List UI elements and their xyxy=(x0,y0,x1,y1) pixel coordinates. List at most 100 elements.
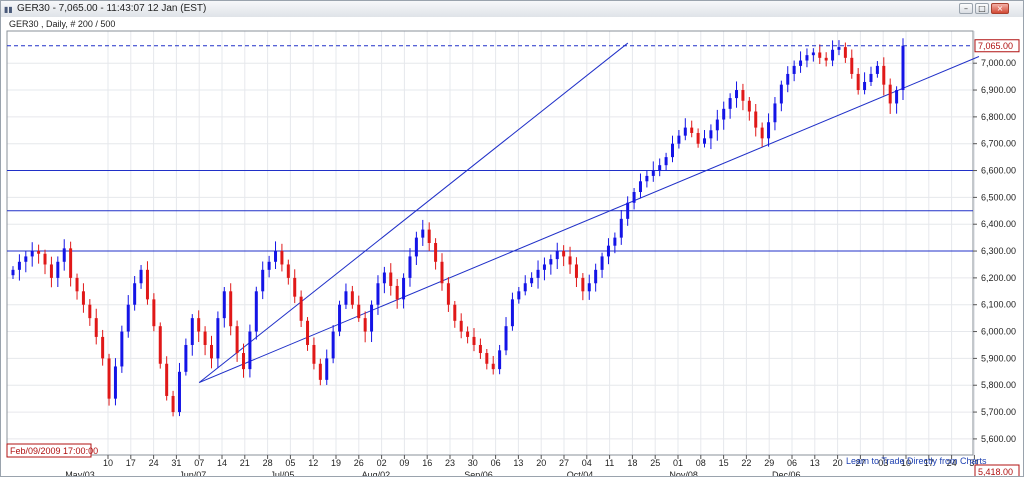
candle-body xyxy=(11,269,15,276)
candle-body xyxy=(344,291,348,305)
candle-body xyxy=(690,127,694,133)
candle-body xyxy=(715,119,719,131)
candle-body xyxy=(248,331,252,370)
candlestick-chart[interactable]: GER30 , Daily, # 200 / 500 5,600.00 5,700… xyxy=(1,17,1023,476)
candle-body xyxy=(209,344,213,359)
x-tick-label: 31 xyxy=(171,458,181,468)
y-tick-label: 6,800.00 xyxy=(981,112,1016,122)
candle-body xyxy=(645,175,649,182)
candle-body xyxy=(43,253,47,265)
current-price-box xyxy=(974,39,1020,53)
candle-body xyxy=(274,251,278,262)
candle-body xyxy=(523,283,527,292)
candle-body xyxy=(837,47,841,50)
candle-body xyxy=(856,73,860,91)
candle-body xyxy=(280,251,284,265)
candle-body xyxy=(49,264,53,278)
candle-body xyxy=(408,256,412,278)
candle-body xyxy=(453,304,457,321)
x-tick-label: 14 xyxy=(217,458,227,468)
y-tick-label: 6,500.00 xyxy=(981,192,1016,202)
month-label: Oct/04 xyxy=(567,470,594,476)
candle-body xyxy=(799,60,803,66)
x-tick-label: 24 xyxy=(947,458,957,468)
y-tick-label: 6,700.00 xyxy=(981,139,1016,149)
x-tick-label: 19 xyxy=(331,458,341,468)
candle-body xyxy=(549,259,553,265)
date-readout-frame xyxy=(6,443,92,458)
x-tick-label: 27 xyxy=(559,458,569,468)
candle-body xyxy=(120,331,124,367)
candle-body xyxy=(863,81,867,91)
candle-body xyxy=(421,229,425,238)
x-tick-label: 07 xyxy=(194,458,204,468)
candle-body xyxy=(293,277,297,297)
candle-body xyxy=(485,353,489,364)
candle-body xyxy=(126,304,130,332)
y-tick-label: 5,800.00 xyxy=(981,380,1016,390)
candle-body xyxy=(197,318,201,332)
maximize-button[interactable]: □ xyxy=(975,3,989,14)
bottom-price-tag: 5,418.00 xyxy=(974,464,1020,476)
trendline xyxy=(198,42,629,383)
candle-body xyxy=(376,283,380,305)
month-label: Jul/05 xyxy=(270,470,294,476)
candle-body xyxy=(37,251,41,254)
candle-body xyxy=(56,261,60,278)
x-tick-label: 21 xyxy=(240,458,250,468)
candle-body xyxy=(363,318,367,332)
current-price-tag: 7,065.00 xyxy=(7,39,1020,53)
candle-body xyxy=(542,264,546,270)
candle-body xyxy=(267,261,271,270)
month-label: Jun/07 xyxy=(179,470,206,476)
bottom-price-box xyxy=(974,464,1020,476)
x-tick-label: 13 xyxy=(810,458,820,468)
candle-body xyxy=(331,331,335,359)
x-tick-label: 27 xyxy=(855,458,865,468)
x-tick-label: 18 xyxy=(627,458,637,468)
candle-body xyxy=(850,57,854,74)
plot-border xyxy=(6,30,974,456)
candle-body xyxy=(709,130,713,139)
candle-body xyxy=(517,291,521,300)
candle-body xyxy=(261,269,265,292)
x-tick-label: 10 xyxy=(103,458,113,468)
candle-body xyxy=(133,283,137,305)
candle-body xyxy=(299,296,303,321)
candle-body xyxy=(626,202,630,219)
candle-body xyxy=(184,344,188,372)
close-button[interactable]: × xyxy=(991,3,1009,14)
candle-body xyxy=(81,291,85,305)
candle-body xyxy=(811,52,815,56)
candle-body xyxy=(632,192,636,203)
candle-body xyxy=(773,103,777,123)
candle-body xyxy=(792,65,796,74)
candle-body xyxy=(62,248,66,262)
month-label: Dec/06 xyxy=(772,470,801,476)
trade-link[interactable]: Learn to Trade Directly from Charts xyxy=(846,456,987,466)
candle-body xyxy=(459,320,463,332)
y-axis: 5,600.00 5,700.00 5,800.00 5,900.00 6,000.00… xyxy=(973,58,1016,444)
candle-body xyxy=(107,358,111,399)
date-readout-box: Feb/09/2009 17:00:00 xyxy=(6,443,98,458)
candle-body xyxy=(325,358,329,380)
candle-body xyxy=(101,336,105,359)
candle-body xyxy=(530,277,534,284)
candle-body xyxy=(350,291,354,305)
month-label: May/03 xyxy=(65,470,95,476)
candle-body xyxy=(203,331,207,345)
candle-body xyxy=(75,277,79,292)
y-tick-label: 6,100.00 xyxy=(981,300,1016,310)
candle-body xyxy=(357,304,361,319)
candle-body xyxy=(735,90,739,99)
candle-body xyxy=(683,127,687,136)
x-tick-label: 17 xyxy=(126,458,136,468)
candle-body xyxy=(338,304,342,332)
x-tick-label: 04 xyxy=(582,458,592,468)
candle-body xyxy=(395,285,399,300)
minimize-button[interactable]: – xyxy=(959,3,973,14)
candle-body xyxy=(831,49,835,61)
y-tick-label: 6,900.00 xyxy=(981,85,1016,95)
y-tick-label: 6,200.00 xyxy=(981,273,1016,283)
